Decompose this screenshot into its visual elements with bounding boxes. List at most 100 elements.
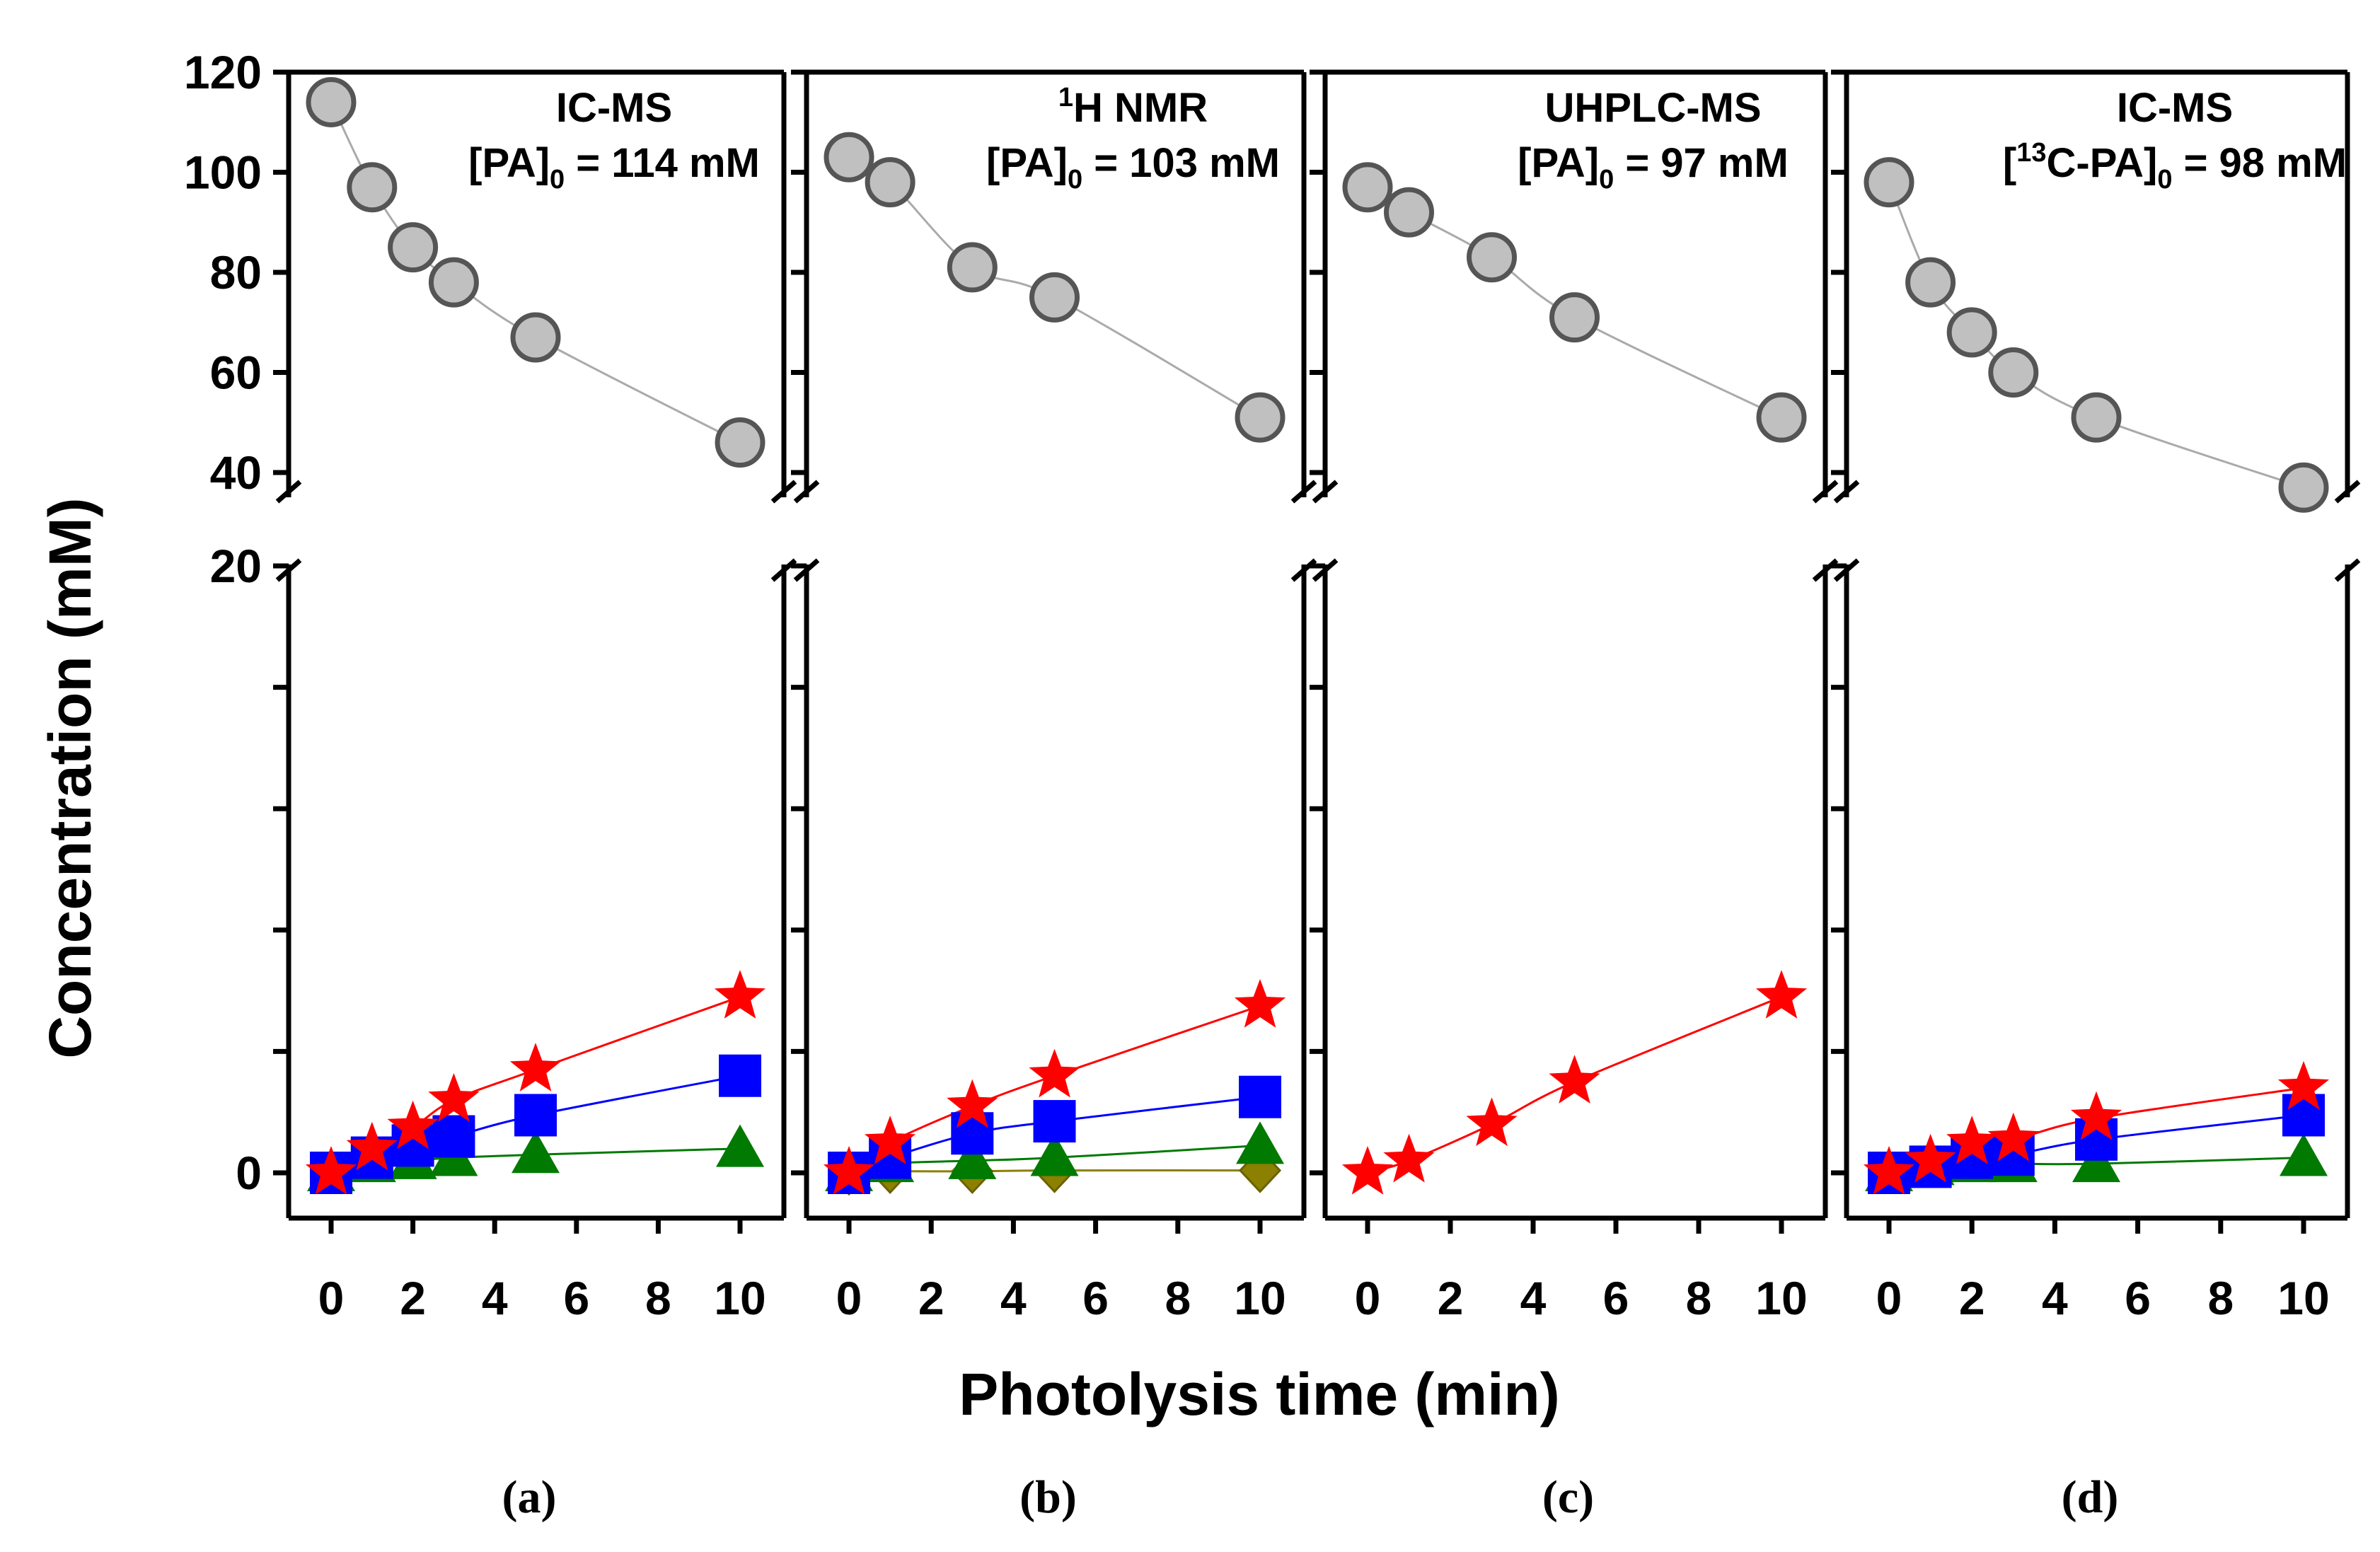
panel-method: IC-MS <box>556 85 672 131</box>
point-star <box>1987 1112 2039 1162</box>
panel-2: 0 2 4 6 8 10 1H NMR [PA]0 = 103 mM (b) <box>791 69 1307 1523</box>
x-tick-label: 8 <box>645 1272 671 1324</box>
axis-break-upper-right <box>1290 480 1317 504</box>
point-square <box>719 1054 761 1097</box>
point-star <box>305 1146 357 1195</box>
x-tick-label: 6 <box>1603 1272 1629 1324</box>
x-tick-label: 10 <box>1755 1272 1807 1324</box>
panel-3: 0 2 4 6 8 10 UHPLC-MS [PA]0 = 97 mM (c) <box>1310 69 1828 1523</box>
point-triangle <box>1236 1121 1284 1164</box>
point-star <box>387 1100 439 1149</box>
point-star <box>947 1079 998 1128</box>
x-tick-label: 6 <box>2125 1272 2151 1324</box>
x-tick-label: 8 <box>2207 1272 2234 1324</box>
point-PA <box>1756 392 1807 443</box>
x-tick-label: 2 <box>400 1272 426 1324</box>
point-square <box>432 1115 475 1158</box>
panel-method: IC-MS <box>2117 85 2233 131</box>
panel-label: (d) <box>2062 1471 2119 1523</box>
x-tick-label: 2 <box>1438 1272 1464 1324</box>
upper-y-tick-label: 120 <box>184 46 262 98</box>
axis-break-lower-left <box>275 558 302 582</box>
x-tick-label: 10 <box>2277 1272 2329 1324</box>
point-PA <box>947 242 998 293</box>
point-star <box>1383 1133 1435 1183</box>
point-star <box>509 1043 562 1091</box>
point-PA <box>510 312 561 363</box>
x-tick-label: 4 <box>1000 1272 1027 1324</box>
panel-label: (a) <box>502 1471 557 1523</box>
point-square <box>514 1094 557 1137</box>
axis-break-lower-left <box>1833 558 1860 582</box>
panel-initial-concentration: [PA]0 = 103 mM <box>986 140 1280 195</box>
x-tick-label: 4 <box>482 1272 508 1324</box>
x-tick-label: 8 <box>1165 1272 1191 1324</box>
panel-method: UHPLC-MS <box>1544 85 1761 131</box>
x-tick-label: 6 <box>1082 1272 1109 1324</box>
panel-4: 0 2 4 6 8 10 IC-MS [13C-PA]0 = 98 mM (d) <box>1831 69 2350 1523</box>
point-PA <box>865 157 915 208</box>
x-tick-label: 4 <box>1520 1272 1547 1324</box>
upper-y-tick-label: 80 <box>210 246 262 299</box>
point-square <box>2282 1094 2325 1137</box>
x-tick-label: 0 <box>1876 1272 1902 1324</box>
panel-method: 1H NMR <box>1058 83 1208 131</box>
point-star <box>1466 1097 1518 1147</box>
panel-1: 40 60 80 100 120 0 20 0 2 4 6 8 10 IC-MS [PA]0 = 114 m… <box>184 46 787 1523</box>
x-tick-label: 0 <box>836 1272 862 1324</box>
point-triangle <box>1030 1133 1079 1176</box>
point-star <box>1755 970 1808 1019</box>
point-PA <box>1988 347 2039 398</box>
y-axis-title: Concentration (mM) <box>37 497 103 1058</box>
point-PA <box>1342 162 1393 213</box>
point-PA <box>2278 462 2329 513</box>
panel-initial-concentration: [PA]0 = 114 mM <box>468 140 760 195</box>
panel-initial-concentration: [13C-PA]0 = 98 mM <box>2003 138 2347 195</box>
x-tick-label: 2 <box>1959 1272 1985 1324</box>
axis-break-upper-right <box>770 480 797 504</box>
axis-break-upper-right <box>2334 480 2361 504</box>
point-star <box>1863 1146 1915 1195</box>
panel-label: (b) <box>1019 1471 1077 1523</box>
point-PA <box>1384 187 1434 238</box>
point-star <box>865 1116 916 1164</box>
x-axis-title: Photolysis time (min) <box>959 1361 1559 1428</box>
point-triangle <box>2280 1133 2328 1176</box>
x-tick-label: 8 <box>1686 1272 1712 1324</box>
point-PA <box>306 76 357 127</box>
lower-y-tick-label: 20 <box>210 540 262 592</box>
panel-initial-concentration: [PA]0 = 97 mM <box>1518 140 1789 195</box>
point-star <box>1905 1133 1956 1183</box>
point-PA <box>347 162 398 213</box>
x-tick-label: 10 <box>1234 1272 1286 1324</box>
axis-break-upper-right <box>1812 480 1839 504</box>
point-triangle <box>948 1136 997 1179</box>
point-star <box>2277 1060 2330 1110</box>
x-tick-label: 0 <box>318 1272 345 1324</box>
x-tick-label: 2 <box>918 1272 945 1324</box>
point-triangle <box>512 1130 560 1174</box>
point-star <box>823 1146 875 1195</box>
point-PA <box>2071 392 2122 443</box>
point-PA <box>1029 272 1080 323</box>
point-PA <box>1905 257 1956 308</box>
point-star <box>1341 1146 1394 1195</box>
point-PA <box>824 132 874 183</box>
point-star <box>1234 979 1286 1028</box>
axis-break-upper-left <box>275 480 302 504</box>
point-square <box>951 1112 994 1155</box>
point-PA <box>1467 232 1517 283</box>
x-tick-label: 0 <box>1355 1272 1381 1324</box>
point-star <box>428 1073 480 1122</box>
point-star <box>1029 1048 1080 1098</box>
point-PA <box>1946 307 1997 358</box>
axis-break-lower-left <box>793 558 820 582</box>
point-PA <box>1235 392 1286 443</box>
point-star <box>1549 1055 1600 1104</box>
axis-break-upper-left <box>793 480 820 504</box>
x-tick-label: 6 <box>563 1272 589 1324</box>
point-square <box>1033 1100 1076 1143</box>
point-square <box>1239 1075 1281 1118</box>
upper-y-tick-label: 100 <box>184 146 262 199</box>
